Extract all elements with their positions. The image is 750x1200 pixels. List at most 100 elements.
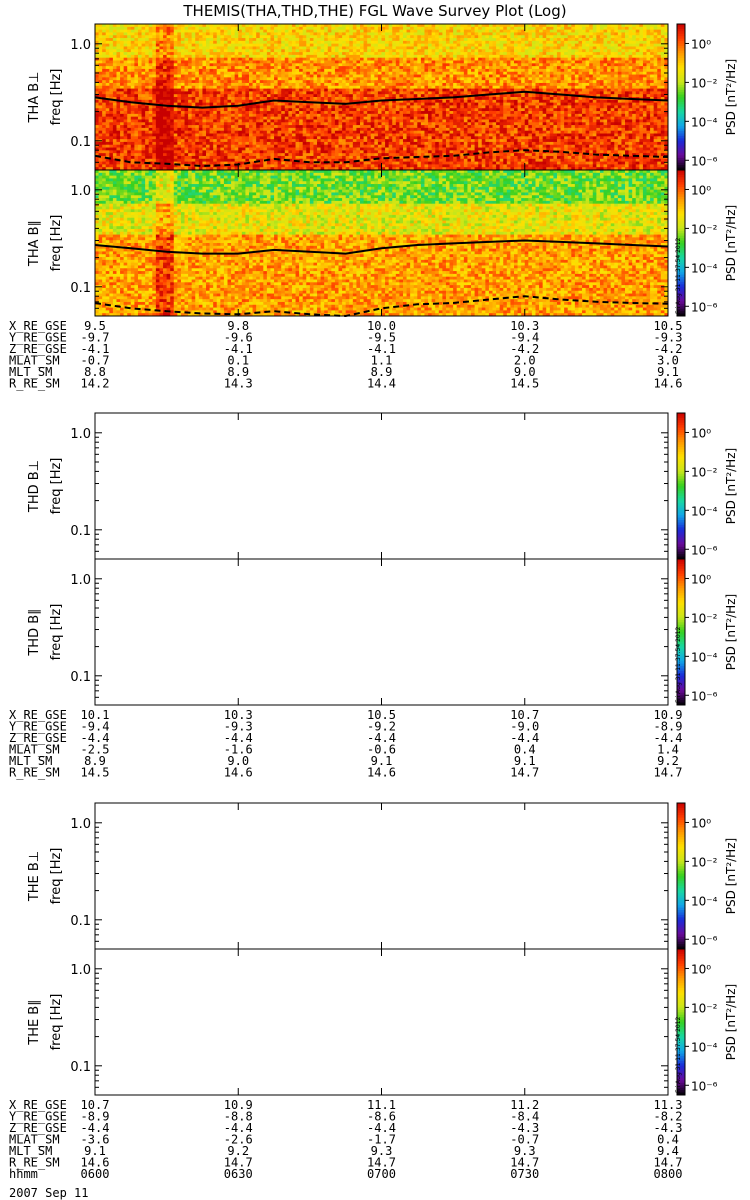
spectrogram-cell [170, 66, 175, 70]
spectrogram-cell [302, 66, 307, 70]
spectrogram-cell [327, 130, 332, 134]
spectrogram-cell [281, 136, 286, 140]
spectrogram-cell [195, 80, 200, 84]
spectrogram-cell [435, 74, 440, 78]
spectrogram-cell [327, 88, 332, 92]
spectrogram-cell [180, 52, 185, 56]
spectrogram-cell [234, 150, 239, 154]
spectrogram-cell [184, 32, 189, 36]
spectrogram-cell [324, 91, 329, 95]
spectrogram-cell [363, 153, 368, 157]
spectrogram-cell [120, 125, 125, 129]
spectrogram-cell [198, 161, 203, 165]
spectrogram-cell [105, 24, 110, 28]
spectrogram-cell [256, 102, 261, 106]
spectrogram-cell [367, 108, 372, 112]
spectrogram-cell [338, 119, 343, 123]
spectrogram-cell [180, 147, 185, 151]
spectrogram-cell [274, 125, 279, 129]
spectrogram-cell [184, 24, 189, 28]
spectrogram-cell [435, 94, 440, 98]
spectrogram-cell [295, 147, 300, 151]
spectrogram-cell [431, 43, 436, 47]
spectrogram-cell [392, 60, 397, 64]
spectrogram-cell [274, 130, 279, 134]
spectrogram-cell [177, 46, 182, 50]
spectrogram-cell [381, 136, 386, 140]
spectrogram-cell [241, 127, 246, 132]
spectrogram-cell [202, 161, 207, 165]
spectrogram-cell [413, 60, 418, 64]
spectrogram-cell [245, 97, 250, 101]
spectrogram-cell [116, 139, 121, 143]
spectrogram-cell [435, 99, 440, 104]
spectrogram-cell [241, 88, 246, 92]
spectrogram-cell [152, 127, 157, 132]
spectrogram-cell [395, 80, 400, 84]
spectrogram-cell [417, 91, 422, 95]
spectrogram-cell [406, 141, 411, 146]
spectrogram-cell [342, 127, 347, 132]
spectrogram-cell [216, 150, 221, 154]
spectrogram-cell [410, 40, 415, 45]
spectrogram-cell [281, 153, 286, 157]
spectrogram-cell [259, 139, 264, 143]
spectrogram-cell [209, 122, 214, 126]
spectrogram-cell [317, 26, 322, 31]
spectrogram-cell [370, 49, 375, 53]
spectrogram-cell [123, 68, 128, 73]
spectrogram-cell [141, 29, 146, 33]
spectrogram-cell [363, 40, 368, 45]
spectrogram-cell [435, 32, 440, 36]
spectrogram-cell [159, 97, 164, 101]
spectrogram-cell [102, 161, 107, 165]
spectrogram-cell [306, 24, 311, 28]
spectrogram-cell [295, 167, 300, 171]
spectrogram-cell [166, 77, 171, 81]
spectrogram-cell [173, 99, 178, 104]
spectrogram-cell [231, 97, 236, 101]
spectrogram-cell [173, 94, 178, 98]
spectrogram-cell [123, 43, 128, 47]
spectrogram-cell [216, 155, 221, 160]
spectrogram-cell [256, 97, 261, 101]
spectrogram-cell [152, 153, 157, 157]
spectrogram-cell [191, 46, 196, 50]
spectrogram-cell [148, 85, 153, 89]
spectrogram-cell [399, 80, 404, 84]
spectrogram-cell [112, 52, 117, 56]
spectrogram-cell [241, 113, 246, 118]
spectrogram-cell [123, 60, 128, 64]
spectrogram-cell [302, 82, 307, 87]
spectrogram-cell [345, 40, 350, 45]
spectrogram-cell [202, 38, 207, 42]
spectrogram-cell [170, 54, 175, 59]
spectrogram-cell [363, 77, 368, 81]
spectrogram-cell [413, 85, 418, 89]
spectrogram-cell [424, 80, 429, 84]
spectrogram-cell [377, 52, 382, 56]
spectrogram-cell [234, 63, 239, 67]
spectrogram-cell [123, 122, 128, 126]
spectrogram-cell [152, 119, 157, 123]
spectrogram-cell [352, 80, 357, 84]
spectrogram-cell [223, 119, 228, 123]
spectrogram-cell [130, 60, 135, 64]
spectrogram-cell [299, 105, 304, 109]
spectrogram-cell [252, 26, 257, 31]
spectrogram-cell [148, 63, 153, 67]
spectrogram-cell [385, 49, 390, 53]
spectrogram-cell [377, 158, 382, 162]
spectrogram-cell [227, 24, 232, 28]
spectrogram-cell [209, 60, 214, 64]
spectrogram-cell [191, 91, 196, 95]
spectrogram-cell [109, 85, 114, 89]
spectrogram-cell [352, 35, 357, 39]
spectrogram-cell [252, 54, 257, 59]
spectrogram-cell [352, 133, 357, 137]
spectrogram-cell [166, 130, 171, 134]
spectrogram-cell [130, 88, 135, 92]
spectrogram-cell [248, 38, 253, 42]
spectrogram-cell [234, 85, 239, 89]
spectrogram-cell [130, 32, 135, 36]
